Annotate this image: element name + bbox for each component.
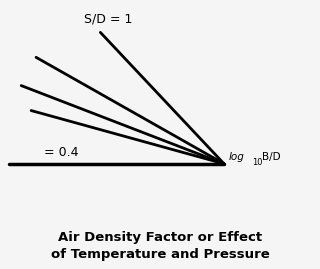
Text: 10: 10 xyxy=(252,158,263,167)
Text: Air Density Factor or Effect
of Temperature and Pressure: Air Density Factor or Effect of Temperat… xyxy=(51,231,269,261)
Text: log: log xyxy=(229,152,245,162)
Text: B/D: B/D xyxy=(262,152,281,162)
Text: = 0.4: = 0.4 xyxy=(44,146,78,159)
Text: S/D = 1: S/D = 1 xyxy=(84,13,132,26)
